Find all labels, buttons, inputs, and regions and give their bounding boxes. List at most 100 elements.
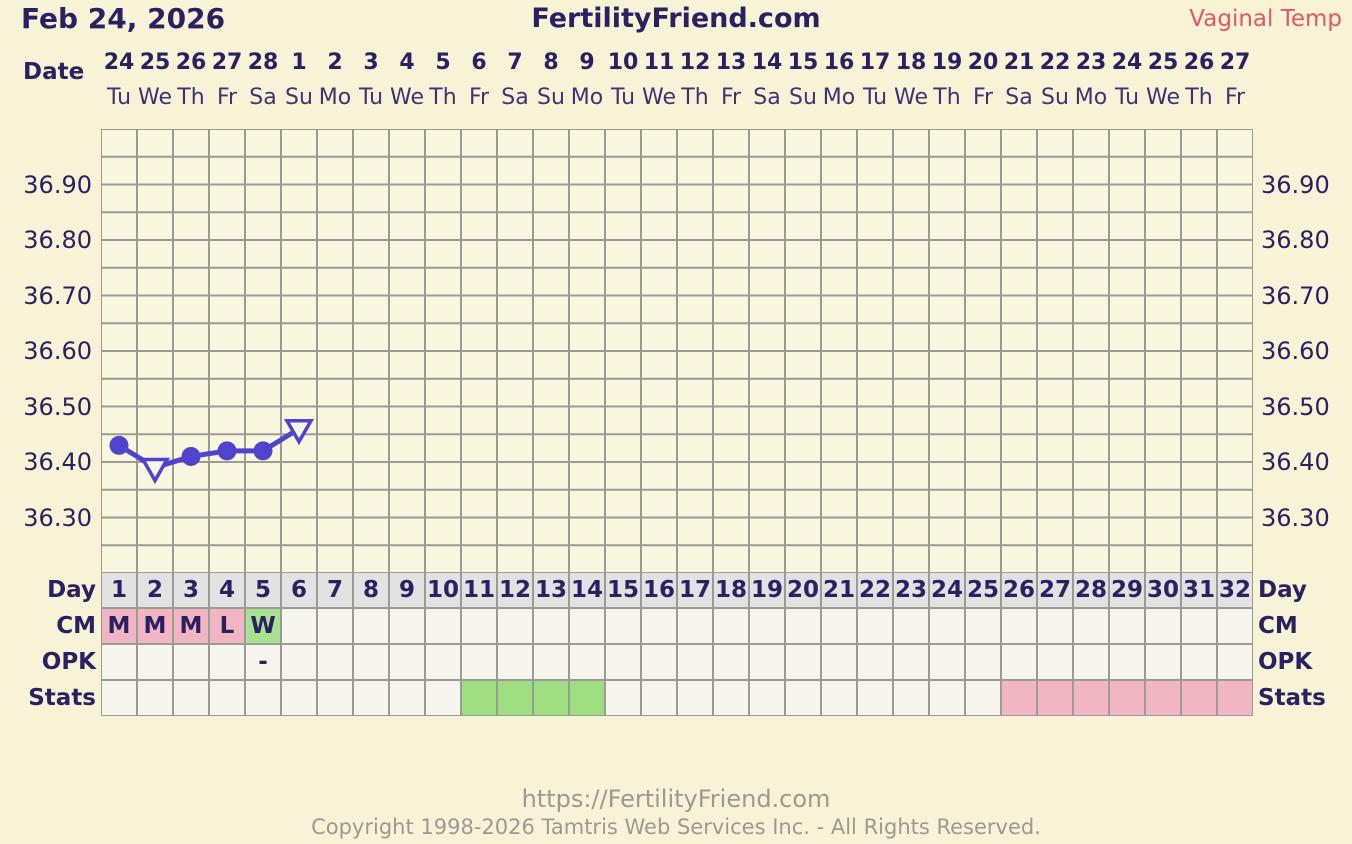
day-cell: 19 xyxy=(749,572,785,608)
stats-cell xyxy=(749,680,785,716)
y-tick-label-right: 36.90 xyxy=(1261,170,1330,199)
stats-cell xyxy=(317,680,353,716)
cm-cell xyxy=(1001,608,1037,644)
stats-cell xyxy=(1145,680,1181,716)
weekday-label: Th xyxy=(681,85,709,110)
day-cell: 2 xyxy=(137,572,173,608)
stats-row xyxy=(101,680,1253,716)
weekday-label: We xyxy=(390,85,424,110)
weekday-label: Sa xyxy=(753,85,781,110)
cm-cell xyxy=(929,608,965,644)
opk-cell xyxy=(1109,644,1145,680)
day-cell: 27 xyxy=(1037,572,1073,608)
date-axis-label: Date xyxy=(23,59,85,85)
weekday-label: We xyxy=(138,85,172,110)
cm-cell xyxy=(569,608,605,644)
temp-marker-open-triangle xyxy=(139,457,171,485)
date-number: 9 xyxy=(579,50,595,75)
opk-cell xyxy=(353,644,389,680)
date-number: 11 xyxy=(643,50,675,75)
date-number: 10 xyxy=(607,50,639,75)
site-title: FertilityFriend.com xyxy=(531,3,821,34)
opk-cell xyxy=(281,644,317,680)
opk-cell xyxy=(1181,644,1217,680)
date-number: 22 xyxy=(1039,50,1071,75)
weekday-label: We xyxy=(894,85,928,110)
opk-cell xyxy=(1073,644,1109,680)
cm-cell xyxy=(749,608,785,644)
opk-cell xyxy=(749,644,785,680)
series-label: Vaginal Temp xyxy=(1189,6,1342,32)
date-number: 24 xyxy=(103,50,135,75)
opk-cell xyxy=(497,644,533,680)
weekday-label: Tu xyxy=(106,85,132,110)
opk-cell xyxy=(389,644,425,680)
stats-cell xyxy=(713,680,749,716)
opk-cell: - xyxy=(245,644,281,680)
date-number: 25 xyxy=(139,50,171,75)
stats-cell xyxy=(785,680,821,716)
cm-cell xyxy=(389,608,425,644)
weekday-label: Fr xyxy=(972,85,994,110)
date-number-row: 24 25 26 27 28 1 2 3 4 5 6 7 8 9 10 11 12 13 14 15 16 17 18 19 2… xyxy=(101,50,1253,75)
cm-cell xyxy=(461,608,497,644)
day-cell: 16 xyxy=(641,572,677,608)
day-cell: 26 xyxy=(1001,572,1037,608)
date-number: 15 xyxy=(787,50,819,75)
cm-cell: W xyxy=(245,608,281,644)
cm-cell xyxy=(965,608,1001,644)
day-cell: 30 xyxy=(1145,572,1181,608)
stats-cell xyxy=(101,680,137,716)
date-number: 7 xyxy=(507,50,523,75)
stats-cell xyxy=(173,680,209,716)
opk-cell xyxy=(425,644,461,680)
y-tick-label-right: 36.60 xyxy=(1261,337,1330,365)
cm-cell xyxy=(1109,608,1145,644)
y-tick-label-right: 36.50 xyxy=(1261,392,1330,421)
opk-row: - xyxy=(101,644,1253,680)
opk-cell xyxy=(461,644,497,680)
weekday-label: Fr xyxy=(1224,85,1246,110)
opk-cell xyxy=(533,644,569,680)
stats-cell xyxy=(821,680,857,716)
row-label-stats-right: Stats xyxy=(1258,685,1326,711)
stats-cell xyxy=(497,680,533,716)
day-cell: 15 xyxy=(605,572,641,608)
date-number: 5 xyxy=(435,50,451,75)
stats-cell xyxy=(677,680,713,716)
date-number: 28 xyxy=(247,50,279,75)
opk-cell xyxy=(137,644,173,680)
stats-cell xyxy=(137,680,173,716)
stats-cell xyxy=(533,680,569,716)
weekday-label: Tu xyxy=(610,85,636,110)
stats-cell xyxy=(641,680,677,716)
opk-cell xyxy=(101,644,137,680)
stats-cell xyxy=(209,680,245,716)
cm-cell xyxy=(425,608,461,644)
date-number: 27 xyxy=(1219,50,1251,75)
footer-copyright: Copyright 1998-2026 Tamtris Web Services… xyxy=(311,815,1041,839)
weekday-label: Th xyxy=(1185,85,1213,110)
temp-marker-dot xyxy=(181,446,201,466)
opk-cell xyxy=(929,644,965,680)
date-number: 18 xyxy=(895,50,927,75)
y-tick-label-right: 36.30 xyxy=(1261,503,1330,532)
day-cell: 5 xyxy=(245,572,281,608)
cm-cell xyxy=(1217,608,1253,644)
day-cell: 20 xyxy=(785,572,821,608)
cm-cell xyxy=(641,608,677,644)
stats-cell xyxy=(389,680,425,716)
day-cell: 22 xyxy=(857,572,893,608)
day-cell: 24 xyxy=(929,572,965,608)
y-tick-label-left: 36.30 xyxy=(23,503,92,532)
weekday-label: We xyxy=(1146,85,1180,110)
temperature-chart xyxy=(101,129,1253,573)
weekday-label: Mo xyxy=(822,85,856,110)
cm-cell: M xyxy=(101,608,137,644)
date-number: 26 xyxy=(175,50,207,75)
footer-url[interactable]: https://FertilityFriend.com xyxy=(521,785,831,813)
day-cell: 13 xyxy=(533,572,569,608)
weekday-label: Fr xyxy=(468,85,490,110)
date-number: 19 xyxy=(931,50,963,75)
